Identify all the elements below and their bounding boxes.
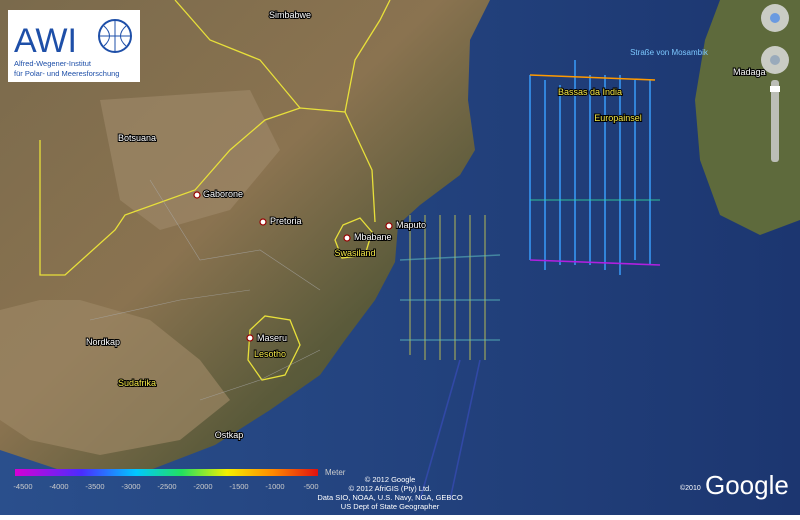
zoom-handle[interactable] bbox=[770, 86, 780, 92]
city-marker[interactable] bbox=[343, 234, 351, 242]
legend-tick-label: -3000 bbox=[121, 482, 140, 491]
track-lines bbox=[419, 359, 481, 501]
zoom-slider[interactable] bbox=[771, 80, 779, 162]
track-lines bbox=[409, 215, 486, 360]
track-lines bbox=[529, 60, 651, 275]
legend-tick-label: -500 bbox=[303, 482, 318, 491]
depth-legend: Meter -4500 -4000 -3500 -3000 -2500 -2000 -150… bbox=[13, 468, 345, 491]
border-line bbox=[174, 0, 301, 109]
city-marker[interactable] bbox=[246, 334, 254, 342]
city-marker[interactable] bbox=[259, 218, 267, 226]
track-lines bbox=[529, 259, 661, 266]
look-control-eye bbox=[770, 13, 780, 23]
region-label: Ostkap bbox=[215, 430, 244, 440]
province-line bbox=[89, 179, 321, 401]
region-label: Nordkap bbox=[86, 337, 120, 347]
city-marker[interactable] bbox=[385, 222, 393, 230]
attribution-line: © 2012 AfriGIS (Pty) Ltd. bbox=[349, 484, 432, 493]
legend-tick-label: -4500 bbox=[13, 482, 32, 491]
attribution-line: US Dept of State Geographer bbox=[341, 502, 440, 511]
country-label: Botsuana bbox=[118, 133, 156, 143]
borders bbox=[39, 0, 391, 401]
imagery-date: ©2010 bbox=[680, 484, 701, 492]
city-label[interactable]: Maputo bbox=[395, 219, 427, 231]
attribution-line: © 2012 Google bbox=[365, 475, 416, 484]
border-line bbox=[344, 0, 391, 113]
attribution-line: Data SIO, NOAA, U.S. Navy, NGA, GEBCO bbox=[317, 493, 462, 502]
nav-controls bbox=[761, 4, 789, 162]
country-label: Simbabwe bbox=[269, 10, 311, 20]
google-brand: Google bbox=[705, 470, 789, 500]
city-label[interactable]: Mbabane bbox=[353, 231, 393, 243]
city-marker[interactable] bbox=[193, 191, 201, 199]
legend-tick-label: -3500 bbox=[85, 482, 104, 491]
attribution: © 2012 Google© 2012 AfriGIS (Pty) Ltd.Da… bbox=[317, 475, 462, 511]
logo-globe-lines bbox=[99, 20, 131, 52]
island-label: Europainsel bbox=[594, 113, 642, 123]
border-line bbox=[334, 217, 373, 259]
country-label: Sudafrika bbox=[118, 378, 156, 388]
legend-tick-label: -2500 bbox=[157, 482, 176, 491]
logo-line: für Polar- und Meeresforschung bbox=[14, 69, 119, 78]
island-label: Bassas da India bbox=[558, 87, 622, 97]
place-labels: Simbabwe Botsuana Gaborone Pretoria Mbab… bbox=[85, 9, 767, 441]
border-line bbox=[247, 315, 301, 381]
logo-acronym: AWI bbox=[14, 22, 77, 60]
country-label: Lesotho bbox=[254, 349, 286, 359]
city-label[interactable]: Pretoria bbox=[269, 215, 303, 227]
track-lines bbox=[529, 74, 656, 81]
border-line bbox=[39, 107, 376, 276]
track-lines bbox=[399, 254, 501, 341]
legend-tick-label: -4000 bbox=[49, 482, 68, 491]
city-markers bbox=[193, 191, 393, 342]
legend-tick-label: -1500 bbox=[229, 482, 248, 491]
legend-unit: Meter bbox=[325, 468, 346, 477]
kalahari-region bbox=[100, 90, 280, 230]
city-label[interactable]: Maseru bbox=[256, 332, 288, 344]
city-label[interactable]: Gaborone bbox=[202, 188, 244, 200]
logo-line: Alfred-Wegener-Institut bbox=[14, 59, 92, 68]
country-label: Swasiland bbox=[334, 248, 375, 258]
awi-logo[interactable]: AWI Alfred-Wegener-Institut für Polar- u… bbox=[8, 10, 140, 82]
legend-tick-label: -1000 bbox=[265, 482, 284, 491]
logo-box bbox=[8, 10, 140, 82]
color-bar bbox=[15, 469, 318, 476]
sea-label: Straße von Mosambik bbox=[630, 48, 709, 57]
move-control-center bbox=[770, 55, 780, 65]
country-label: Madaga bbox=[733, 67, 766, 77]
survey-tracks bbox=[399, 60, 661, 501]
legend-tick-label: -2000 bbox=[193, 482, 212, 491]
karoo-region bbox=[0, 300, 230, 455]
